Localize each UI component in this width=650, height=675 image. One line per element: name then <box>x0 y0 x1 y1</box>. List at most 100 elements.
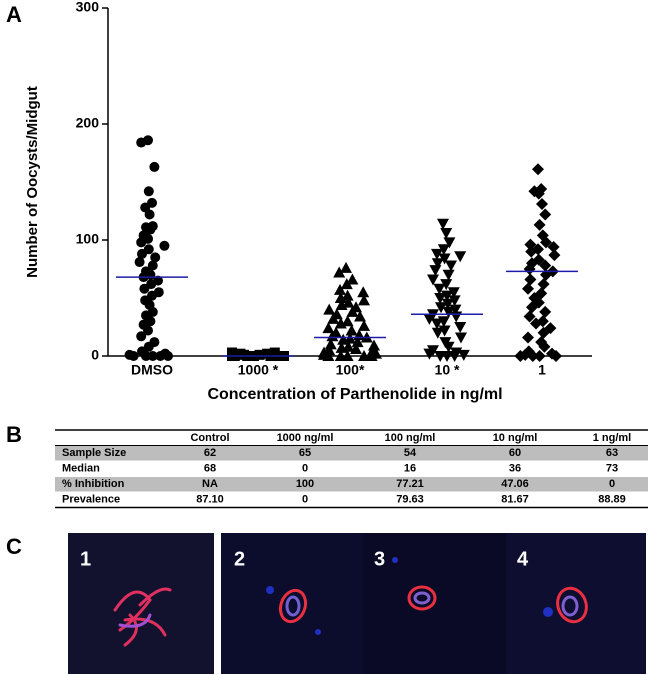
dot <box>333 266 346 278</box>
table-header: 100 ng/ml <box>385 432 436 444</box>
dot <box>149 161 160 172</box>
dot <box>514 350 527 362</box>
dot <box>457 349 470 361</box>
dot <box>429 265 442 277</box>
dot <box>136 137 147 148</box>
image-label: 4 <box>517 548 529 570</box>
dot <box>427 274 439 286</box>
table-cell: 81.67 <box>501 494 529 506</box>
panel-label: B <box>6 422 22 447</box>
dot <box>150 252 161 263</box>
table-row-shade <box>55 477 648 492</box>
table-cell: 36 <box>509 463 521 475</box>
dot <box>539 305 552 318</box>
table-cell: 88.89 <box>598 494 626 506</box>
dot <box>322 350 335 361</box>
dot <box>350 343 362 355</box>
dot <box>454 251 467 263</box>
dot <box>442 341 455 353</box>
image-label: 2 <box>234 548 245 570</box>
dot <box>437 244 450 256</box>
dot <box>523 310 536 323</box>
dot <box>547 240 560 253</box>
dot <box>143 186 154 197</box>
dot <box>324 338 337 350</box>
dot <box>423 313 436 325</box>
table-cell: 60 <box>509 447 521 459</box>
dot <box>443 237 456 249</box>
dot <box>526 350 539 362</box>
image-label: 1 <box>80 548 91 570</box>
panel-label: C <box>6 534 22 559</box>
table-cell: 73 <box>606 463 618 475</box>
table-row-label: % Inhibition <box>62 478 125 490</box>
dot <box>235 348 246 359</box>
dot <box>340 261 352 273</box>
dot <box>269 347 280 358</box>
dot <box>435 302 447 314</box>
table-row-label: Sample Size <box>62 447 126 459</box>
y-tick-label: 300 <box>76 0 100 15</box>
dot <box>323 303 336 315</box>
table-header: 10 ng/ml <box>493 432 538 444</box>
dot <box>147 260 158 271</box>
dot <box>539 259 552 272</box>
dot <box>345 324 358 336</box>
dot <box>334 292 347 303</box>
dot <box>340 278 353 290</box>
image-label: 3 <box>374 548 385 570</box>
dot <box>341 315 354 327</box>
table-cell: 65 <box>299 447 311 459</box>
dot <box>431 318 443 330</box>
dot <box>139 283 150 294</box>
x-tick-label: 10 * <box>435 362 460 378</box>
y-tick-label: 100 <box>76 231 100 247</box>
micrographs <box>68 533 646 674</box>
dot <box>524 273 537 286</box>
dot <box>440 279 453 291</box>
table-cell: 100 <box>296 478 314 490</box>
dot <box>334 350 347 361</box>
x-tick-label: DMSO <box>131 362 173 378</box>
dot <box>437 218 449 230</box>
dot <box>262 348 273 359</box>
table-row-label: Median <box>62 463 100 475</box>
dot <box>524 238 537 251</box>
table-cell: 0 <box>302 494 308 506</box>
dot <box>433 283 446 295</box>
dot <box>442 269 455 281</box>
dot <box>137 248 147 259</box>
dot <box>438 253 451 265</box>
table-row-shade <box>55 446 648 461</box>
table-cell: 63 <box>606 447 618 459</box>
dot <box>434 351 447 362</box>
table-cell: 62 <box>204 447 216 459</box>
dot <box>346 305 359 317</box>
dot <box>434 293 447 304</box>
dot <box>145 224 156 235</box>
dot <box>159 240 170 251</box>
dot <box>354 310 366 322</box>
dot <box>254 349 265 360</box>
y-tick-label: 0 <box>91 347 99 363</box>
micrograph <box>221 533 363 674</box>
dot <box>540 236 552 249</box>
table-cell: 0 <box>302 463 308 475</box>
dot <box>431 258 444 270</box>
dot <box>358 294 370 306</box>
table-header: 1 ng/ml <box>593 432 632 444</box>
dot <box>134 257 145 268</box>
dot <box>163 351 173 361</box>
dot <box>143 325 153 336</box>
dot <box>335 298 348 310</box>
table-cell: 77.21 <box>396 478 424 490</box>
dot <box>141 351 151 361</box>
dot <box>441 298 454 310</box>
dot <box>335 341 348 353</box>
dot <box>155 351 166 361</box>
dot <box>533 350 546 362</box>
dot <box>532 187 545 200</box>
dot <box>358 319 370 331</box>
table-row-label: Prevalence <box>62 494 120 506</box>
